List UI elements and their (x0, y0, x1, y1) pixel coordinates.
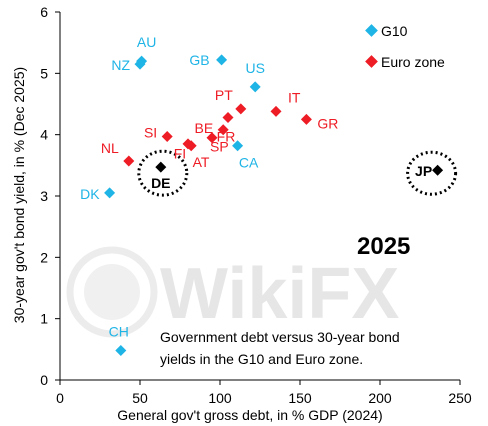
y-tick-label: 2 (40, 249, 48, 265)
label-nl: NL (101, 140, 119, 156)
point-jp (432, 164, 444, 176)
label-pt: PT (215, 87, 233, 103)
point-ca (232, 140, 244, 152)
point-gb (216, 54, 228, 66)
label-gr: GR (317, 115, 338, 131)
watermark: WikiFX (66, 246, 399, 338)
x-tick-label: 0 (56, 390, 64, 406)
note-line-1: Government debt versus 30-year bond (160, 329, 400, 345)
y-tick-label: 1 (40, 311, 48, 327)
label-ch: CH (109, 324, 129, 340)
label-fr: FR (217, 128, 236, 144)
x-tick-label: 50 (132, 390, 148, 406)
x-tick-label: 200 (368, 390, 392, 406)
point-si (161, 131, 173, 143)
legend-marker-euro (365, 55, 378, 68)
y-tick-label: 5 (40, 65, 48, 81)
label-gb: GB (189, 52, 209, 68)
y-tick-label: 0 (40, 372, 48, 388)
label-us: US (245, 60, 264, 76)
x-tick-label: 250 (448, 390, 472, 406)
point-at (182, 138, 194, 150)
label-de: DE (151, 175, 170, 191)
label-at: AT (193, 154, 210, 170)
legend-label-euro: Euro zone (381, 54, 445, 70)
x-tick-label: 100 (208, 390, 232, 406)
x-tick-labels: 0 50 100 150 200 250 (56, 390, 472, 406)
point-sp (206, 132, 218, 144)
label-sp: SP (210, 139, 229, 155)
label-au: AU (137, 34, 156, 50)
label-fi: FI (174, 146, 186, 162)
label-ca: CA (239, 155, 259, 171)
label-nz: NZ (111, 57, 130, 73)
point-it (270, 105, 282, 117)
legend-label-g10: G10 (381, 23, 408, 39)
point-nl (123, 155, 135, 167)
point-pt (235, 103, 247, 115)
point-gr (300, 113, 312, 125)
point-ch (115, 345, 127, 357)
label-si: SI (144, 125, 157, 141)
y-axis-label: 30-year gov't bond yield, in % (Dec 2025… (11, 67, 27, 323)
label-dk: DK (80, 186, 100, 202)
point-be (217, 124, 229, 136)
y-tick-label: 6 (40, 4, 48, 20)
year-annotation: 2025 (357, 233, 410, 260)
note-line-2: yields in the G10 and Euro zone. (160, 351, 363, 367)
point-labels: AU NZ GB US CA DK CH PT IT FR GR BE SI SP FI AT NL DE JP (80, 34, 432, 339)
y-tick-labels: 0 1 2 3 4 5 6 (40, 4, 48, 388)
point-fr (222, 111, 234, 123)
watermark-logo-ring (66, 246, 158, 338)
point-nz (134, 58, 146, 70)
label-it: IT (288, 89, 301, 105)
label-be: BE (195, 120, 214, 136)
point-de (155, 161, 167, 173)
legend: G10 Euro zone (365, 23, 445, 70)
x-axis-label: General gov't gross debt, in % GDP (2024… (117, 407, 382, 423)
watermark-logo-core (84, 264, 140, 320)
highlight-ring-jp (406, 150, 458, 196)
data-points (104, 54, 444, 357)
axes (55, 11, 461, 385)
point-dk (104, 187, 116, 199)
label-jp: JP (415, 163, 432, 179)
y-tick-label: 4 (40, 127, 48, 143)
point-us (249, 81, 261, 93)
highlight-rings (137, 149, 458, 197)
watermark-text: WikiFX (160, 254, 399, 334)
legend-marker-g10 (365, 24, 378, 37)
highlight-ring-de (137, 149, 189, 197)
y-tick-label: 3 (40, 188, 48, 204)
x-tick-label: 150 (288, 390, 312, 406)
